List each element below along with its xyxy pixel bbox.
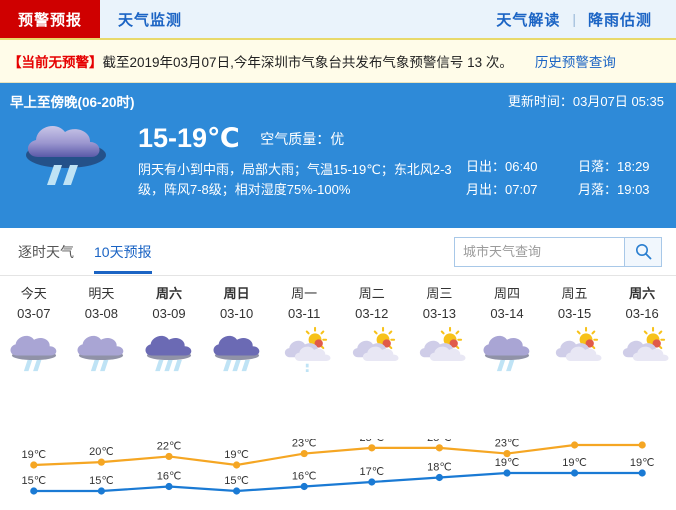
svg-text:16℃: 16℃ <box>292 471 317 483</box>
nav-right-links: 天气解读 | 降雨估测 <box>484 0 676 38</box>
sun-cloud-icon <box>338 323 406 375</box>
nav-link-weather-interpretation[interactable]: 天气解读 <box>496 11 561 29</box>
svg-text:17℃: 17℃ <box>360 466 385 478</box>
forecast-day-name: 今天 <box>20 286 47 301</box>
top-navigation: 预警预报 天气监测 天气解读 | 降雨估测 <box>0 0 676 40</box>
svg-text:15℃: 15℃ <box>224 475 249 487</box>
sunset-time: 日落：18:29 <box>578 159 650 174</box>
nav-tab-warning-forecast-label: 预警预报 <box>18 11 83 29</box>
forecast-day-name: 周六 <box>629 286 656 301</box>
forecast-day-date: 03-11 <box>288 306 321 321</box>
sun-cloud-shower-icon <box>270 323 338 375</box>
forecast-day-name: 周日 <box>223 286 250 301</box>
svg-text:19℃: 19℃ <box>224 449 249 461</box>
svg-text:22℃: 22℃ <box>157 440 182 452</box>
current-weather-panel: 早上至傍晚(06-20时) 更新时间：03月07日 05:35 15-19℃ 空… <box>0 83 676 228</box>
forecast-day-column[interactable]: 周二 03-12 <box>338 284 406 375</box>
forecast-day-name: 周一 <box>291 286 318 301</box>
rain-cloud-icon <box>18 115 114 195</box>
forecast-day-column[interactable]: 周五 03-15 <box>541 284 609 375</box>
forecast-day-date: 03-14 <box>490 306 524 321</box>
svg-text:19℃: 19℃ <box>630 457 655 469</box>
tab-ten-day-forecast-label: 10天预报 <box>94 243 152 260</box>
tab-hourly-weather[interactable]: 逐时天气 <box>18 242 74 270</box>
temperature-chart: 19℃ 15℃ 20℃ 15℃ 22℃ 16℃ 19℃ 15℃ 23℃ 16℃ 25℃ 17℃ 25℃ 1… <box>0 439 676 496</box>
nav-separator: | <box>572 11 576 27</box>
nav-tab-warning-forecast[interactable]: 预警预报 <box>0 0 101 38</box>
svg-text:20℃: 20℃ <box>89 446 114 458</box>
current-period-title: 早上至傍晚(06-20时) <box>10 95 135 110</box>
forecast-day-column[interactable]: 周六 03-09 <box>135 284 203 375</box>
current-air-quality: 空气质量：优 <box>260 130 345 147</box>
svg-text:18℃: 18℃ <box>427 462 452 474</box>
current-temperature: 15-19℃ <box>138 123 240 153</box>
forecast-day-date: 03-07 <box>17 306 51 321</box>
search-input[interactable] <box>454 236 624 267</box>
tab-ten-day-forecast[interactable]: 10天预报 <box>94 242 152 274</box>
current-update-time: 更新时间：03月07日 05:35 <box>507 94 664 109</box>
svg-text:23℃: 23℃ <box>292 439 317 450</box>
sun-cloud-icon <box>541 323 609 375</box>
ten-day-forecast: 今天 03-07 明天 03-08 周六 03-09 周日 03-10 周一 03-11 周二 03-… <box>0 276 676 496</box>
svg-text:25℃: 25℃ <box>360 439 385 444</box>
forecast-day-date: 03-08 <box>84 306 119 321</box>
sunrise-time: 日出：06:40 <box>466 159 538 174</box>
forecast-day-column[interactable]: 周一 03-11 <box>270 284 338 375</box>
svg-text:15℃: 15℃ <box>89 475 114 487</box>
forecast-day-column[interactable]: 周三 03-13 <box>406 284 474 375</box>
forecast-day-column[interactable]: 周日 03-10 <box>203 284 271 375</box>
forecast-day-column[interactable]: 周四 03-14 <box>473 284 541 375</box>
forecast-day-name: 周四 <box>493 286 520 301</box>
forecast-day-date: 03-10 <box>219 306 254 321</box>
nav-tab-weather-monitor-label: 天气监测 <box>118 11 183 29</box>
alert-status-tag: 【当前无预警】 <box>8 55 103 70</box>
forecast-days: 今天 03-07 明天 03-08 周六 03-09 周日 03-10 周一 03-11 周二 03-… <box>0 276 676 375</box>
forecast-day-name: 周六 <box>155 286 182 301</box>
search-button[interactable] <box>624 236 662 267</box>
forecast-day-date: 03-16 <box>625 306 659 321</box>
current-weather-summary: 15-19℃ 空气质量：优 阴天有小到中雨，局部大雨；气温15-19℃；东北风2… <box>138 123 468 200</box>
moonset-time: 月落：19:03 <box>578 182 650 197</box>
city-search <box>454 236 662 267</box>
heavy-rain-cloud-icon <box>135 323 203 375</box>
svg-text:25℃: 25℃ <box>427 439 452 444</box>
rain-cloud-icon <box>68 323 136 375</box>
forecast-day-column[interactable]: 今天 03-07 <box>0 284 68 375</box>
rain-cloud-icon <box>0 323 68 375</box>
current-description: 阴天有小到中雨，局部大雨；气温15-19℃；东北风2-3级，阵风7-8级；相对湿… <box>138 162 452 197</box>
forecast-tabs-row: 逐时天气 10天预报 <box>0 228 676 276</box>
forecast-day-name: 周五 <box>561 286 588 301</box>
svg-text:19℃: 19℃ <box>495 457 520 469</box>
svg-text:26℃: 26℃ <box>562 439 587 441</box>
search-icon <box>635 243 652 260</box>
forecast-day-column[interactable]: 明天 03-08 <box>68 284 136 375</box>
svg-text:23℃: 23℃ <box>495 439 520 450</box>
svg-text:16℃: 16℃ <box>157 471 182 483</box>
sun-cloud-icon <box>608 323 676 375</box>
heavy-rain-cloud-icon <box>203 323 271 375</box>
nav-link-rainfall-estimate[interactable]: 降雨估测 <box>587 11 652 29</box>
forecast-day-date: 03-15 <box>557 306 592 321</box>
alert-message: 截至2019年03月07日,今年深圳市气象台共发布气象预警信号 13 次。 <box>102 55 513 70</box>
forecast-day-date: 03-12 <box>355 306 389 321</box>
tab-hourly-weather-label: 逐时天气 <box>18 243 74 260</box>
rain-cloud-icon <box>473 323 541 375</box>
forecast-day-date: 03-09 <box>152 306 186 321</box>
svg-text:15℃: 15℃ <box>22 475 47 487</box>
alert-history-link[interactable]: 历史预警查询 <box>534 55 616 70</box>
forecast-day-name: 周二 <box>358 286 385 301</box>
alert-bar: 【当前无预警】 截至2019年03月07日,今年深圳市气象台共发布气象预警信号 … <box>0 40 676 83</box>
sun-moon-times: 日出：06:40 日落：18:29 月出：07:07 月落：19:03 <box>466 155 664 201</box>
forecast-day-name: 明天 <box>88 286 115 301</box>
nav-tab-weather-monitor[interactable]: 天气监测 <box>100 0 200 38</box>
moonrise-time: 月出：07:07 <box>466 182 538 197</box>
svg-text:26℃: 26℃ <box>630 439 655 441</box>
svg-text:19℃: 19℃ <box>562 457 587 469</box>
svg-text:19℃: 19℃ <box>22 449 47 461</box>
sun-cloud-icon <box>406 323 474 375</box>
forecast-day-name: 周三 <box>426 286 453 301</box>
forecast-day-date: 03-13 <box>422 306 456 321</box>
forecast-day-column[interactable]: 周六 03-16 <box>608 284 676 375</box>
